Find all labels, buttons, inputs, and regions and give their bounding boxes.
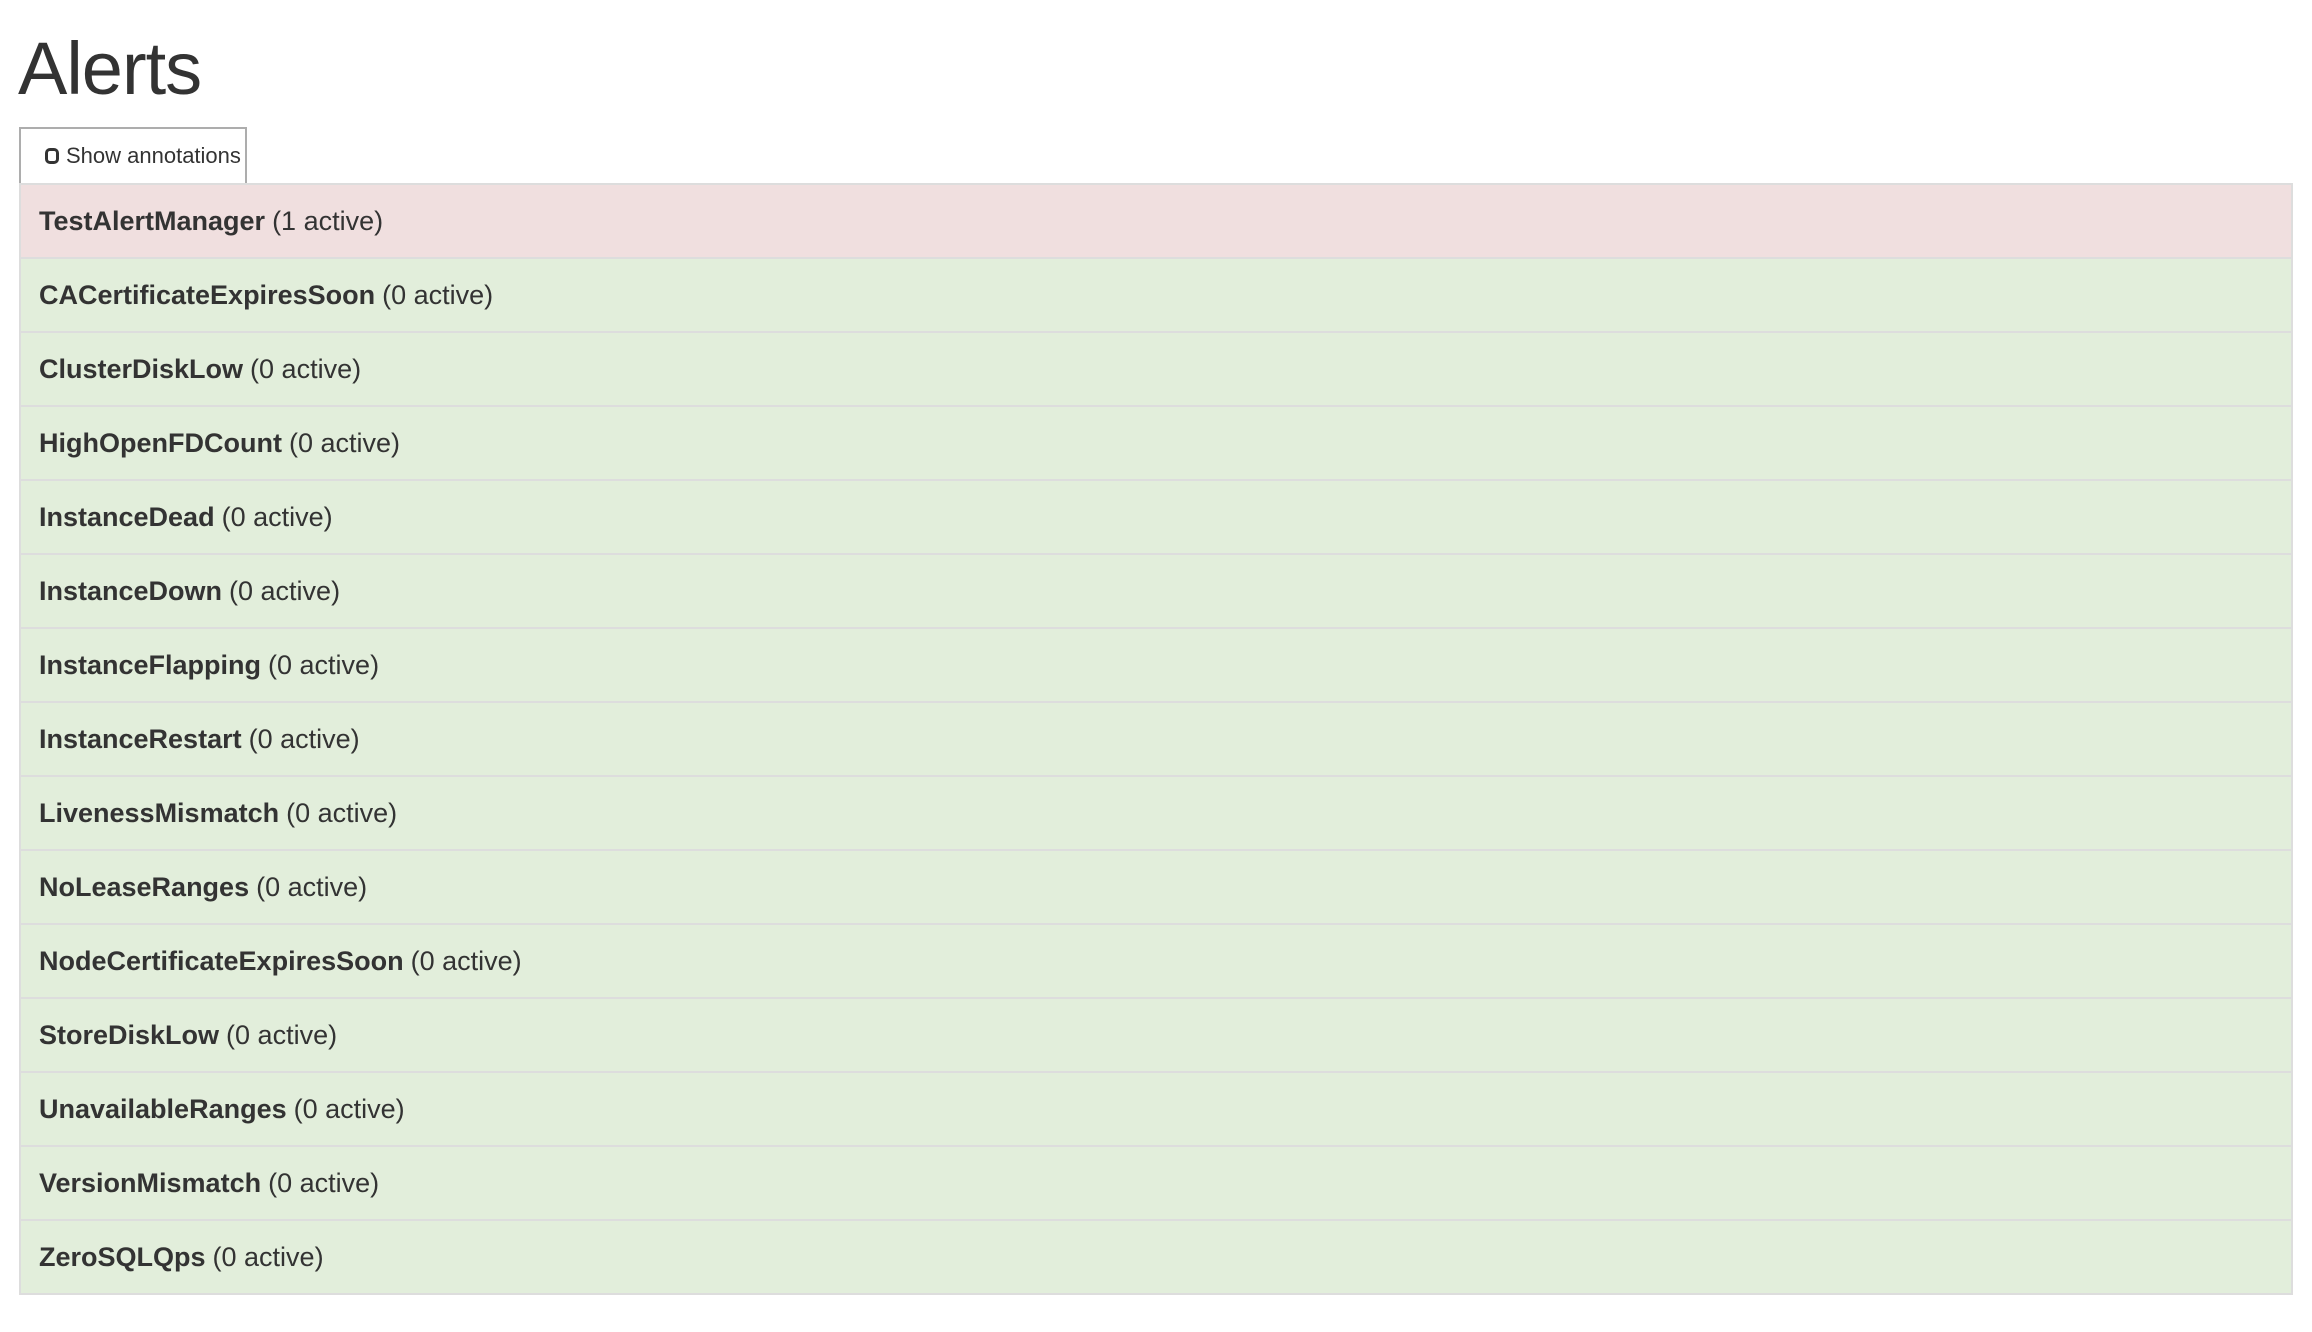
alert-name: TestAlertManager [39, 205, 266, 236]
alert-row[interactable]: CACertificateExpiresSoon (0 active) [21, 257, 2291, 331]
checkbox-icon[interactable] [45, 148, 59, 164]
alert-row[interactable]: ZeroSQLQps (0 active) [21, 1219, 2291, 1293]
alert-list: TestAlertManager (1 active) CACertificateE… [19, 183, 2293, 1295]
alert-active-count: (0 active) [256, 871, 368, 902]
alert-row[interactable]: TestAlertManager (1 active) [21, 183, 2291, 257]
alert-name: NoLeaseRanges [39, 871, 250, 902]
alert-name: NodeCertificateExpiresSoon [39, 945, 404, 976]
alert-name: InstanceDead [39, 501, 215, 532]
alert-row[interactable]: NoLeaseRanges (0 active) [21, 849, 2291, 923]
alert-row[interactable]: NodeCertificateExpiresSoon (0 active) [21, 923, 2291, 997]
show-annotations-button[interactable]: Show annotations [19, 127, 247, 185]
alert-name: InstanceRestart [39, 723, 242, 754]
alert-name: HighOpenFDCount [39, 427, 282, 458]
alert-row[interactable]: StoreDiskLow (0 active) [21, 997, 2291, 1071]
page-title: Alerts [18, 27, 202, 110]
alert-active-count: (0 active) [229, 575, 341, 606]
alert-name: UnavailableRanges [39, 1093, 287, 1124]
alert-row[interactable]: InstanceDown (0 active) [21, 553, 2291, 627]
alert-name: CACertificateExpiresSoon [39, 279, 376, 310]
alert-row[interactable]: InstanceDead (0 active) [21, 479, 2291, 553]
alert-active-count: (0 active) [268, 1167, 380, 1198]
alert-active-count: (0 active) [286, 797, 398, 828]
alert-active-count: (1 active) [272, 205, 384, 236]
alert-active-count: (0 active) [288, 427, 400, 458]
alert-active-count: (0 active) [221, 501, 333, 532]
alert-row[interactable]: UnavailableRanges (0 active) [21, 1071, 2291, 1145]
alert-active-count: (0 active) [382, 279, 494, 310]
alert-active-count: (0 active) [248, 723, 360, 754]
alert-row[interactable]: ClusterDiskLow (0 active) [21, 331, 2291, 405]
alert-name: ClusterDiskLow [39, 353, 244, 384]
alert-name: LivenessMismatch [39, 797, 280, 828]
alert-name: InstanceDown [39, 575, 223, 606]
alert-row[interactable]: HighOpenFDCount (0 active) [21, 405, 2291, 479]
alert-active-count: (0 active) [410, 945, 522, 976]
alert-active-count: (0 active) [250, 353, 362, 384]
alert-active-count: (0 active) [293, 1093, 405, 1124]
alert-row[interactable]: InstanceRestart (0 active) [21, 701, 2291, 775]
alert-row[interactable]: VersionMismatch (0 active) [21, 1145, 2291, 1219]
show-annotations-label: Show annotations [66, 143, 241, 168]
alert-name: VersionMismatch [39, 1167, 262, 1198]
alert-name: StoreDiskLow [39, 1019, 220, 1050]
alert-name: InstanceFlapping [39, 649, 262, 680]
alert-active-count: (0 active) [268, 649, 380, 680]
alert-row[interactable]: LivenessMismatch (0 active) [21, 775, 2291, 849]
alert-row[interactable]: InstanceFlapping (0 active) [21, 627, 2291, 701]
alert-active-count: (0 active) [226, 1019, 338, 1050]
alert-name: ZeroSQLQps [39, 1241, 206, 1272]
alert-active-count: (0 active) [212, 1241, 324, 1272]
